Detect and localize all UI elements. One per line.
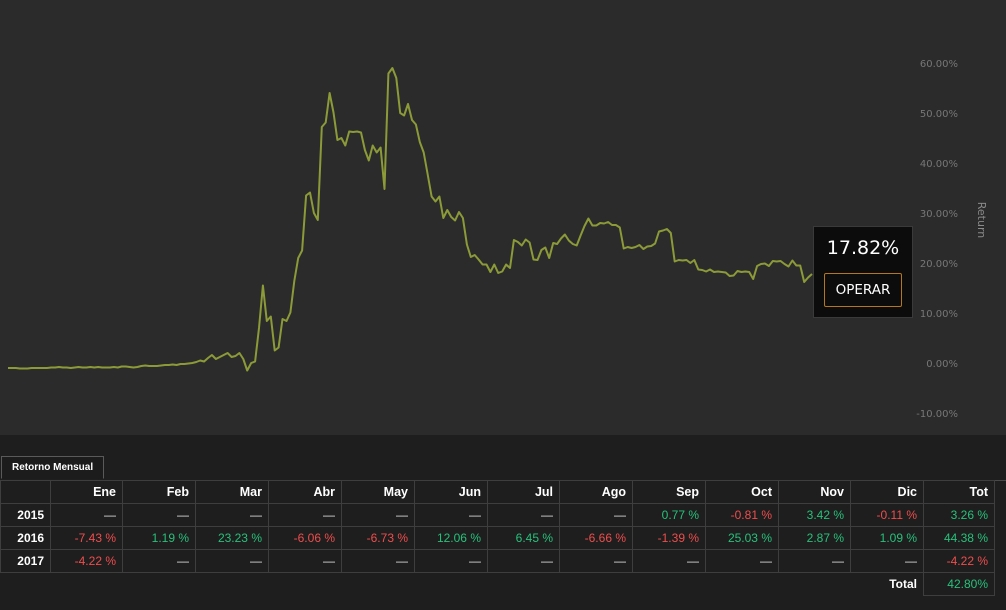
y-tick-label: 20.00% (920, 259, 958, 270)
return-cell: -6.73 % (341, 526, 415, 550)
return-cell: — (414, 549, 488, 573)
header-may: May (341, 480, 415, 504)
return-cell: 6.45 % (487, 526, 560, 550)
total-row-spacer (123, 573, 196, 596)
header-nov: Nov (778, 480, 851, 504)
total-row-spacer (706, 573, 779, 596)
total-row-spacer (342, 573, 415, 596)
return-cell: 25.03 % (705, 526, 779, 550)
y-tick-label: 40.00% (920, 159, 958, 170)
tab-strip: Retorno Mensual (0, 451, 1006, 481)
return-cell: — (705, 549, 779, 573)
operar-button[interactable]: OPERAR (824, 273, 902, 307)
table-row: 2017 -4.22 % — — — — — — — — — — — -4.22 % (0, 549, 995, 573)
return-cell: -7.43 % (50, 526, 123, 550)
series-line (8, 67, 813, 372)
row-total-cell: 44.38 % (923, 526, 995, 550)
y-tick-label: 60.00% (920, 59, 958, 70)
header-ago: Ago (559, 480, 633, 504)
table-header-row: Ene Feb Mar Abr May Jun Jul Ago Sep Oct Nov Dic Tot (0, 480, 995, 504)
total-row: Total 42.80% (1, 572, 995, 596)
return-cell: 2.87 % (778, 526, 851, 550)
total-row-spacer (51, 573, 123, 596)
return-cell: -0.11 % (850, 503, 924, 527)
return-cell: -0.81 % (705, 503, 779, 527)
row-total-cell: 3.26 % (923, 503, 995, 527)
chart-panel: 60.00% 50.00% 40.00% 30.00% 20.00% 10.00% 0.00… (0, 0, 1006, 435)
y-axis-title: Return (975, 202, 988, 239)
table-row: 2015— — — — — — — —0.77 % -0.81 % 3.42 % -0.11 % 3.… (0, 503, 995, 527)
return-cell: 1.09 % (850, 526, 924, 550)
y-tick-label: 0.00% (926, 359, 958, 370)
return-cell: — (559, 549, 633, 573)
y-tick-label: 10.00% (920, 309, 958, 320)
return-cell: — (487, 549, 560, 573)
row-year: 2015 (0, 503, 51, 527)
return-cell: 12.06 % (414, 526, 488, 550)
header-jul: Jul (487, 480, 560, 504)
table-row: 2016 -7.43 % 1.19 % 23.23 % -6.06 % -6.73 % 12… (0, 526, 995, 550)
return-cell: -4.22 % (50, 549, 123, 573)
total-value: 42.80% (923, 572, 995, 596)
total-row-spacer (196, 573, 269, 596)
return-cell: — (122, 503, 196, 527)
total-label: Total (889, 577, 917, 592)
return-cell: — (268, 549, 342, 573)
y-tick-label: 30.00% (920, 209, 958, 220)
return-cell: 23.23 % (195, 526, 269, 550)
return-cell: — (632, 549, 706, 573)
total-row-spacer (488, 573, 560, 596)
y-tick-label: -10.00% (916, 409, 958, 420)
return-cell: — (50, 503, 123, 527)
return-cell: 0.77 % (632, 503, 706, 527)
tab-retorno-mensual[interactable]: Retorno Mensual (1, 456, 105, 479)
total-row-spacer (560, 573, 633, 596)
return-line-chart: 60.00% 50.00% 40.00% 30.00% 20.00% 10.00% 0.00… (7, 59, 988, 420)
return-cell: -6.06 % (268, 526, 342, 550)
return-cell: -6.66 % (559, 526, 633, 550)
row-year: 2017 (0, 549, 51, 573)
return-cell: — (268, 503, 342, 527)
header-ene: Ene (50, 480, 123, 504)
return-cell: -1.39 % (632, 526, 706, 550)
header-oct: Oct (705, 480, 779, 504)
row-total-cell: -4.22 % (923, 549, 995, 573)
tooltip: 17.82% OPERAR (813, 226, 913, 318)
header-dic: Dic (850, 480, 924, 504)
y-tick-label: 50.00% (920, 109, 958, 120)
return-cell: — (778, 549, 851, 573)
return-cell: — (487, 503, 560, 527)
header-feb: Feb (122, 480, 196, 504)
total-row-spacer (415, 573, 488, 596)
total-row-spacer (1, 573, 51, 596)
monthly-returns-table: Ene Feb Mar Abr May Jun Jul Ago Sep Oct Nov Dic Tot … (0, 480, 995, 596)
return-cell: — (195, 503, 269, 527)
header-abr: Abr (268, 480, 342, 504)
return-cell: — (122, 549, 196, 573)
return-cell: — (195, 549, 269, 573)
return-cell: — (341, 549, 415, 573)
row-year: 2016 (0, 526, 51, 550)
header-jun: Jun (414, 480, 488, 504)
header-tot: Tot (923, 480, 995, 504)
return-cell: — (341, 503, 415, 527)
return-cell: — (850, 549, 924, 573)
total-row-spacer (633, 573, 706, 596)
header-mar: Mar (195, 480, 269, 504)
tooltip-value: 17.82% (826, 237, 900, 259)
return-cell: — (414, 503, 488, 527)
return-cell: 1.19 % (122, 526, 196, 550)
total-row-spacer (269, 573, 342, 596)
total-row-spacer (779, 573, 851, 596)
header-corner (0, 480, 51, 504)
return-cell: — (559, 503, 633, 527)
header-sep: Sep (632, 480, 706, 504)
return-cell: 3.42 % (778, 503, 851, 527)
